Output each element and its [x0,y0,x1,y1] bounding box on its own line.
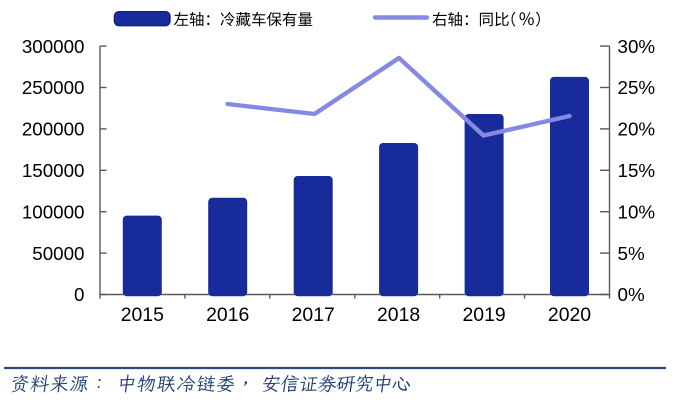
svg-text:150000: 150000 [22,160,85,181]
svg-text:2016: 2016 [206,304,249,326]
svg-text:2015: 2015 [121,304,164,326]
svg-text:10%: 10% [618,201,656,222]
svg-text:15%: 15% [618,160,656,181]
svg-text:50000: 50000 [32,243,84,264]
svg-text:0%: 0% [618,284,645,305]
svg-text:25%: 25% [618,77,656,98]
svg-text:2019: 2019 [463,304,506,326]
svg-text:5%: 5% [618,243,645,264]
svg-text:250000: 250000 [22,77,85,98]
svg-text:20%: 20% [618,119,656,140]
svg-text:30%: 30% [618,36,656,57]
svg-text:200000: 200000 [22,119,85,140]
svg-text:0: 0 [74,284,84,305]
svg-text:2020: 2020 [548,304,591,326]
svg-text:2017: 2017 [292,304,335,326]
svg-text:300000: 300000 [22,36,85,57]
svg-text:2018: 2018 [377,304,420,326]
svg-text:100000: 100000 [22,201,85,222]
